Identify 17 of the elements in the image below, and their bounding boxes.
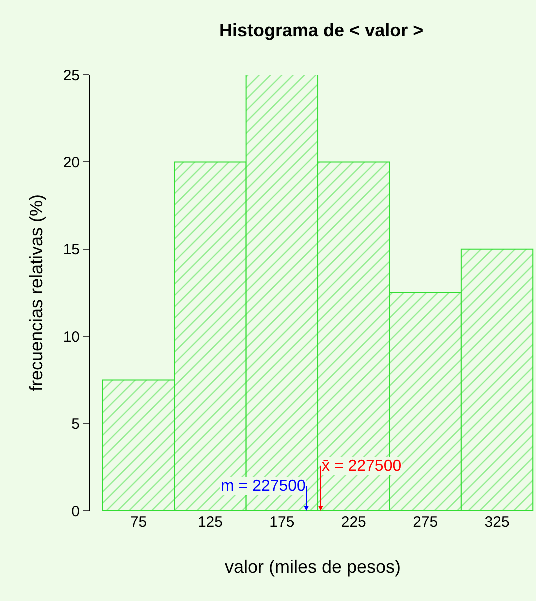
y-tick-label: 10: [63, 328, 80, 346]
y-tick-label: 15: [63, 242, 80, 259]
annotation: m = 227500: [221, 478, 306, 495]
x-tick-label: 125: [198, 514, 223, 531]
y-tick-label: 5: [72, 416, 80, 434]
y-tick-label: 25: [63, 67, 80, 84]
annotation: x̄ = 227500: [322, 458, 402, 475]
y-tick-label: 0: [72, 503, 80, 520]
chart-title: Histograma de < valor >: [220, 20, 424, 41]
y-axis-title: frecuencias relativas (%): [26, 194, 47, 392]
x-tick-label: 175: [270, 514, 295, 531]
x-tick-label: 225: [341, 514, 366, 531]
y-tick-label: 20: [63, 154, 80, 172]
x-tick-label: 275: [413, 514, 438, 531]
x-tick-label: 325: [484, 514, 510, 531]
x-tick-label: 75: [130, 514, 148, 531]
x-axis-title: valor (miles de pesos): [224, 557, 402, 578]
